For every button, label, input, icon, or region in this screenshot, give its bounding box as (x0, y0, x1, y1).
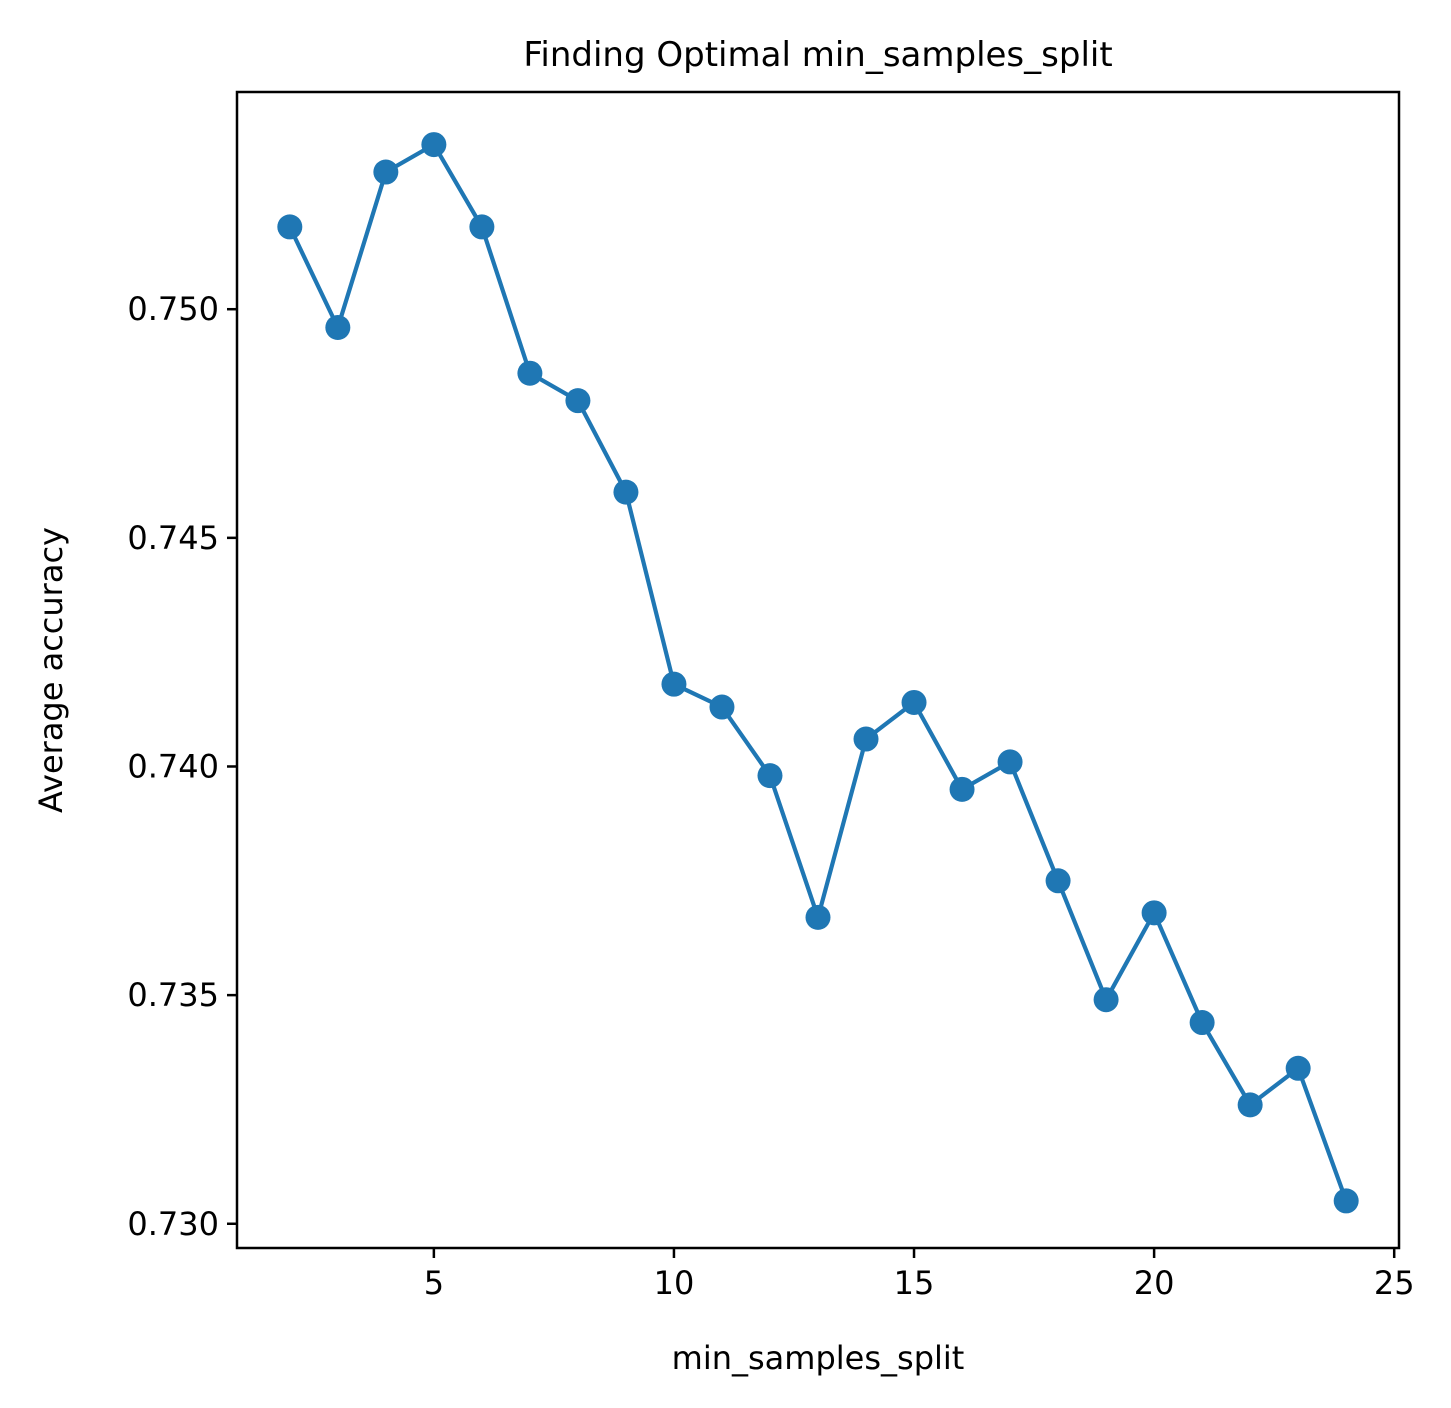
y-tick-label: 0.740 (127, 747, 219, 785)
data-point-19 (1093, 987, 1119, 1013)
chart-title: Finding Optimal min_samples_split (523, 35, 1112, 75)
data-point-21 (1189, 1010, 1215, 1036)
data-point-17 (997, 749, 1023, 775)
y-tick-label: 0.750 (127, 290, 219, 328)
data-point-9 (613, 479, 639, 505)
x-tick-label: 5 (424, 1264, 444, 1302)
data-point-14 (853, 726, 879, 752)
data-point-5 (421, 132, 447, 158)
plot-frame (235, 90, 1401, 1250)
data-point-24 (1333, 1188, 1359, 1214)
data-point-22 (1237, 1092, 1263, 1118)
data-point-7 (517, 360, 543, 386)
data-point-16 (949, 776, 975, 802)
y-axis-label: Average accuracy (32, 527, 70, 813)
data-point-13 (805, 904, 831, 930)
data-point-15 (901, 689, 927, 715)
data-point-4 (373, 159, 399, 185)
data-point-3 (325, 314, 351, 340)
x-axis: 5 10 15 20 25 (424, 1248, 1415, 1302)
x-axis-label: min_samples_split (672, 1339, 965, 1377)
y-tick-label: 0.730 (127, 1205, 219, 1243)
plot-area (277, 132, 1359, 1214)
y-tick-label: 0.745 (127, 519, 219, 557)
data-point-12 (757, 763, 783, 789)
y-axis: 0.730 0.735 0.740 0.745 0.750 (127, 290, 237, 1243)
y-tick-label: 0.735 (127, 976, 219, 1014)
x-tick-label: 15 (894, 1264, 935, 1302)
x-tick-label: 10 (654, 1264, 695, 1302)
data-point-18 (1045, 868, 1071, 894)
x-tick-label: 20 (1134, 1264, 1175, 1302)
data-point-2 (277, 214, 303, 240)
data-point-20 (1141, 900, 1167, 926)
data-point-6 (469, 214, 495, 240)
data-point-23 (1285, 1055, 1311, 1081)
x-tick-label: 25 (1374, 1264, 1415, 1302)
data-point-10 (661, 671, 687, 697)
data-point-11 (709, 694, 735, 720)
data-point-8 (565, 388, 591, 414)
